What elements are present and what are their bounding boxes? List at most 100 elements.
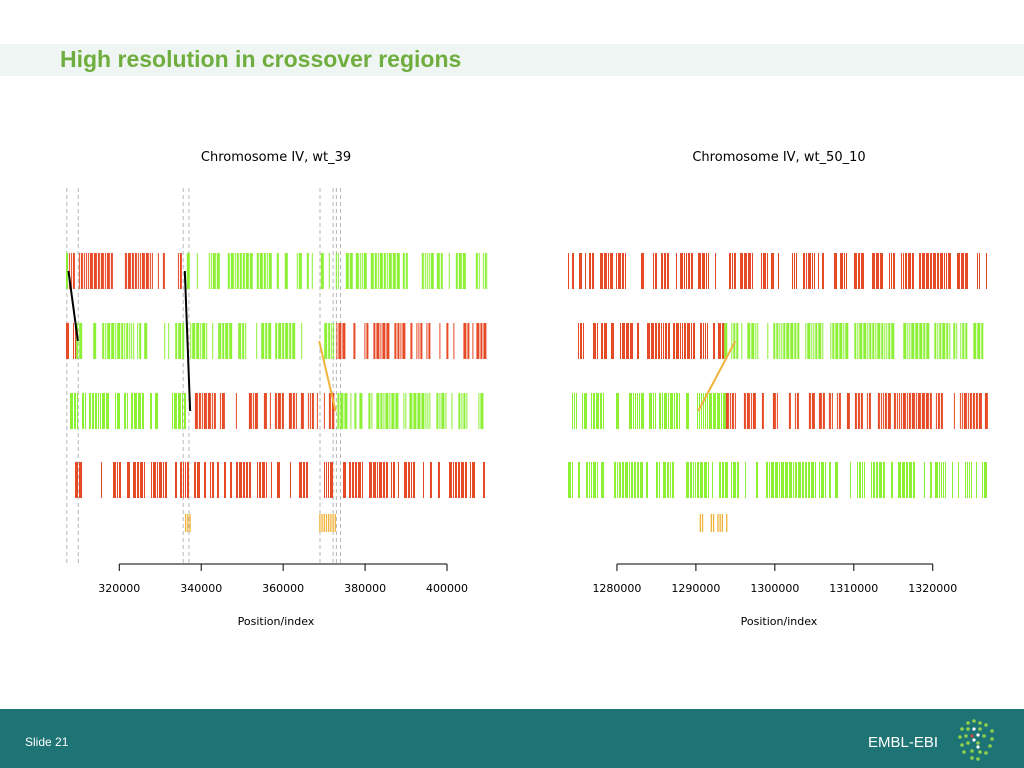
marker-bar (622, 323, 625, 359)
marker-bar (465, 462, 467, 498)
marker-bar (349, 253, 353, 289)
marker-bar (656, 462, 658, 498)
marker-bar (73, 323, 74, 359)
marker-bar (982, 462, 983, 498)
marker-bar (150, 393, 152, 429)
marker-bar (864, 462, 865, 498)
marker-bar (861, 253, 864, 289)
marker-bar (382, 323, 386, 359)
marker-bar (229, 323, 233, 359)
marker-bar (362, 462, 363, 498)
marker-bar (583, 323, 584, 359)
marker-bar (202, 323, 206, 359)
marker-bar (767, 323, 769, 359)
marker-bar (182, 323, 185, 359)
marker-bar (183, 462, 184, 498)
marker-bar (95, 393, 97, 429)
marker-bar (603, 393, 604, 429)
marker-bar (100, 253, 104, 289)
marker-bar (212, 323, 214, 359)
marker-bar (785, 462, 788, 498)
marker-bar (482, 253, 484, 289)
marker-bar (104, 253, 106, 289)
marker-bar (164, 323, 166, 359)
marker-bar (74, 393, 76, 429)
marker-bar (857, 462, 858, 498)
marker-bar (977, 323, 981, 359)
marker-bar (349, 462, 351, 498)
marker-bar (705, 323, 706, 359)
marker-bar (402, 253, 405, 289)
marker-bar (337, 393, 340, 429)
marker-bar (211, 393, 213, 429)
marker-bar (772, 393, 776, 429)
marker-bar (608, 253, 609, 289)
marker-bar (593, 323, 596, 359)
marker-bar (751, 323, 755, 359)
marker-bar (901, 253, 902, 289)
marker-bar (316, 393, 318, 429)
marker-bar (888, 323, 891, 359)
marker-bar (930, 253, 932, 289)
marker-bar (266, 462, 267, 498)
marker-bar (752, 393, 756, 429)
marker-bar (946, 253, 947, 289)
marker-bar (898, 393, 900, 429)
marker-bar (811, 323, 813, 359)
marker-bar (246, 462, 248, 498)
marker-bar (616, 253, 617, 289)
marker-bar (239, 462, 242, 498)
marker-bar (405, 253, 408, 289)
marker-bar (813, 323, 815, 359)
marker-bar (732, 253, 733, 289)
marker-bar (194, 462, 196, 498)
marker-bar (398, 462, 399, 498)
marker-bar (584, 393, 587, 429)
marker-bar (138, 393, 141, 429)
marker-bar (794, 393, 796, 429)
marker-bar (475, 253, 478, 289)
marker-bar (761, 253, 762, 289)
marker-bar (703, 393, 704, 429)
marker-bar (100, 393, 101, 429)
marker-bar (374, 253, 377, 289)
chart-wt50-10: Chromosome IV, wt_50_10 1280000 1290000 13… (568, 150, 988, 628)
marker-bar (245, 253, 249, 289)
marker-bar (212, 253, 216, 289)
marker-bar (248, 393, 252, 429)
marker-bar (909, 462, 912, 498)
marker-bar (439, 323, 441, 359)
marker-bar (961, 253, 964, 289)
marker-bar (703, 323, 704, 359)
marker-bar (483, 462, 485, 498)
marker-bar (708, 253, 709, 289)
marker-bar (640, 462, 643, 498)
marker-bar (162, 253, 165, 289)
marker-bar (194, 393, 198, 429)
marker-bar (222, 323, 225, 359)
marker-bar (155, 393, 158, 429)
marker-bar (175, 462, 177, 498)
marker-bar (604, 253, 607, 289)
marker-bar (633, 393, 634, 429)
marker-bar (213, 393, 216, 429)
marker-bar (757, 323, 759, 359)
marker-bar (821, 462, 824, 498)
marker-bar (259, 253, 263, 289)
marker-bar (438, 462, 440, 498)
marker-bar (370, 253, 374, 289)
marker-bar (75, 323, 77, 359)
marker-bar (695, 462, 696, 498)
marker-bar (451, 393, 453, 429)
marker-bar (366, 323, 369, 359)
marker-bar (905, 253, 907, 289)
marker-bar (338, 323, 342, 359)
marker-bar (750, 393, 752, 429)
marker-bar (330, 462, 333, 498)
marker-bar (72, 253, 75, 289)
marker-bar (937, 393, 940, 429)
marker-bar (140, 462, 143, 498)
marker-bar (733, 462, 736, 498)
marker-bar (582, 393, 583, 429)
marker-bar (965, 462, 966, 498)
